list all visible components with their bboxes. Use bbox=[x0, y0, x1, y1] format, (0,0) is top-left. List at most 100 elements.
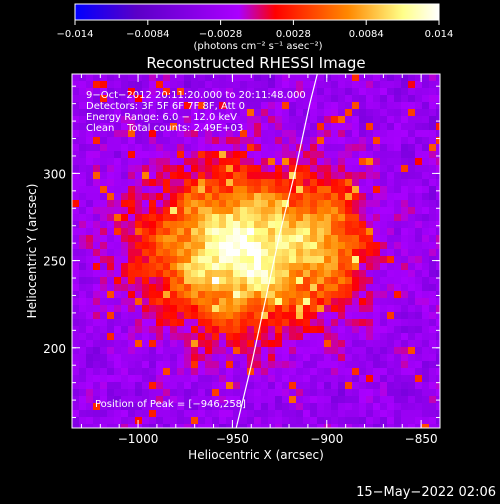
heatmap-cell bbox=[324, 158, 331, 165]
heatmap-cell bbox=[261, 88, 268, 95]
heatmap-cell bbox=[184, 319, 191, 326]
heatmap-cell bbox=[240, 186, 247, 193]
heatmap-cell bbox=[247, 291, 254, 298]
heatmap-cell bbox=[324, 270, 331, 277]
heatmap-cell bbox=[156, 389, 163, 396]
heatmap-cell bbox=[135, 144, 142, 151]
heatmap-cell bbox=[212, 207, 219, 214]
heatmap-cell bbox=[338, 207, 345, 214]
heatmap-cell bbox=[254, 130, 261, 137]
heatmap-cell bbox=[296, 116, 303, 123]
heatmap-cell bbox=[170, 256, 177, 263]
heatmap-cell bbox=[156, 249, 163, 256]
heatmap-cell bbox=[163, 165, 170, 172]
heatmap-cell bbox=[135, 88, 142, 95]
heatmap-cell bbox=[205, 172, 212, 179]
heatmap-cell bbox=[380, 179, 387, 186]
heatmap-cell bbox=[394, 123, 401, 130]
heatmap-cell bbox=[163, 137, 170, 144]
heatmap-cell bbox=[261, 396, 268, 403]
heatmap-cell bbox=[247, 109, 254, 116]
heatmap-cell bbox=[366, 326, 373, 333]
heatmap-cell bbox=[233, 375, 240, 382]
heatmap-cell bbox=[408, 270, 415, 277]
heatmap-cell bbox=[373, 116, 380, 123]
heatmap-cell bbox=[296, 354, 303, 361]
heatmap-cell bbox=[247, 270, 254, 277]
heatmap-cell bbox=[359, 214, 366, 221]
heatmap-cell bbox=[93, 277, 100, 284]
heatmap-cell bbox=[149, 116, 156, 123]
heatmap-cell bbox=[268, 200, 275, 207]
heatmap-cell bbox=[317, 333, 324, 340]
heatmap-cell bbox=[317, 74, 324, 81]
heatmap-cell bbox=[233, 172, 240, 179]
heatmap-cell bbox=[394, 284, 401, 291]
heatmap-cell bbox=[205, 326, 212, 333]
heatmap-cell bbox=[156, 158, 163, 165]
heatmap-cell bbox=[366, 284, 373, 291]
heatmap-cell bbox=[436, 305, 440, 312]
heatmap-cell bbox=[380, 361, 387, 368]
heatmap-cell bbox=[177, 326, 184, 333]
heatmap-cell bbox=[212, 158, 219, 165]
heatmap-cell bbox=[170, 95, 177, 102]
heatmap-cell bbox=[373, 312, 380, 319]
heatmap-cell bbox=[415, 207, 422, 214]
heatmap-cell bbox=[303, 277, 310, 284]
heatmap-cell bbox=[72, 354, 79, 361]
heatmap-cell bbox=[170, 277, 177, 284]
heatmap-cell bbox=[170, 144, 177, 151]
heatmap-cell bbox=[359, 375, 366, 382]
heatmap-cell bbox=[289, 242, 296, 249]
heatmap-cell bbox=[324, 312, 331, 319]
heatmap-cell bbox=[163, 235, 170, 242]
heatmap-cell bbox=[205, 375, 212, 382]
heatmap-cell bbox=[79, 375, 86, 382]
heatmap-cell bbox=[380, 277, 387, 284]
heatmap-cell bbox=[128, 277, 135, 284]
heatmap-cell bbox=[310, 319, 317, 326]
heatmap-cell bbox=[408, 95, 415, 102]
heatmap-cell bbox=[275, 165, 282, 172]
heatmap-cell bbox=[219, 277, 226, 284]
heatmap-cell bbox=[226, 235, 233, 242]
heatmap-cell bbox=[240, 165, 247, 172]
heatmap-cell bbox=[198, 361, 205, 368]
heatmap-cell bbox=[247, 95, 254, 102]
heatmap-cell bbox=[114, 270, 121, 277]
heatmap-cell bbox=[408, 81, 415, 88]
heatmap-cell bbox=[345, 137, 352, 144]
heatmap-cell bbox=[86, 109, 93, 116]
heatmap-cell bbox=[436, 284, 440, 291]
heatmap-cell bbox=[79, 116, 86, 123]
heatmap-cell bbox=[387, 74, 394, 81]
heatmap-cell bbox=[345, 424, 352, 428]
heatmap-cell bbox=[359, 95, 366, 102]
heatmap-cell bbox=[366, 354, 373, 361]
heatmap-cell bbox=[191, 298, 198, 305]
heatmap-cell bbox=[394, 95, 401, 102]
heatmap-cell bbox=[170, 417, 177, 424]
heatmap-cell bbox=[93, 151, 100, 158]
heatmap-cell bbox=[331, 221, 338, 228]
heatmap-cell bbox=[310, 368, 317, 375]
heatmap-cell bbox=[142, 81, 149, 88]
heatmap-cell bbox=[93, 382, 100, 389]
heatmap-cell bbox=[121, 235, 128, 242]
heatmap-cell bbox=[226, 319, 233, 326]
heatmap-cell bbox=[436, 165, 440, 172]
heatmap-cell bbox=[429, 165, 436, 172]
heatmap-cell bbox=[177, 277, 184, 284]
heatmap-cell bbox=[79, 221, 86, 228]
heatmap-cell bbox=[233, 368, 240, 375]
heatmap-cell bbox=[310, 389, 317, 396]
heatmap-cell bbox=[226, 396, 233, 403]
heatmap-cell bbox=[268, 228, 275, 235]
heatmap-cell bbox=[135, 158, 142, 165]
heatmap-cell bbox=[156, 144, 163, 151]
heatmap-cell bbox=[191, 270, 198, 277]
heatmap-cell bbox=[212, 424, 219, 428]
heatmap-cell bbox=[219, 354, 226, 361]
